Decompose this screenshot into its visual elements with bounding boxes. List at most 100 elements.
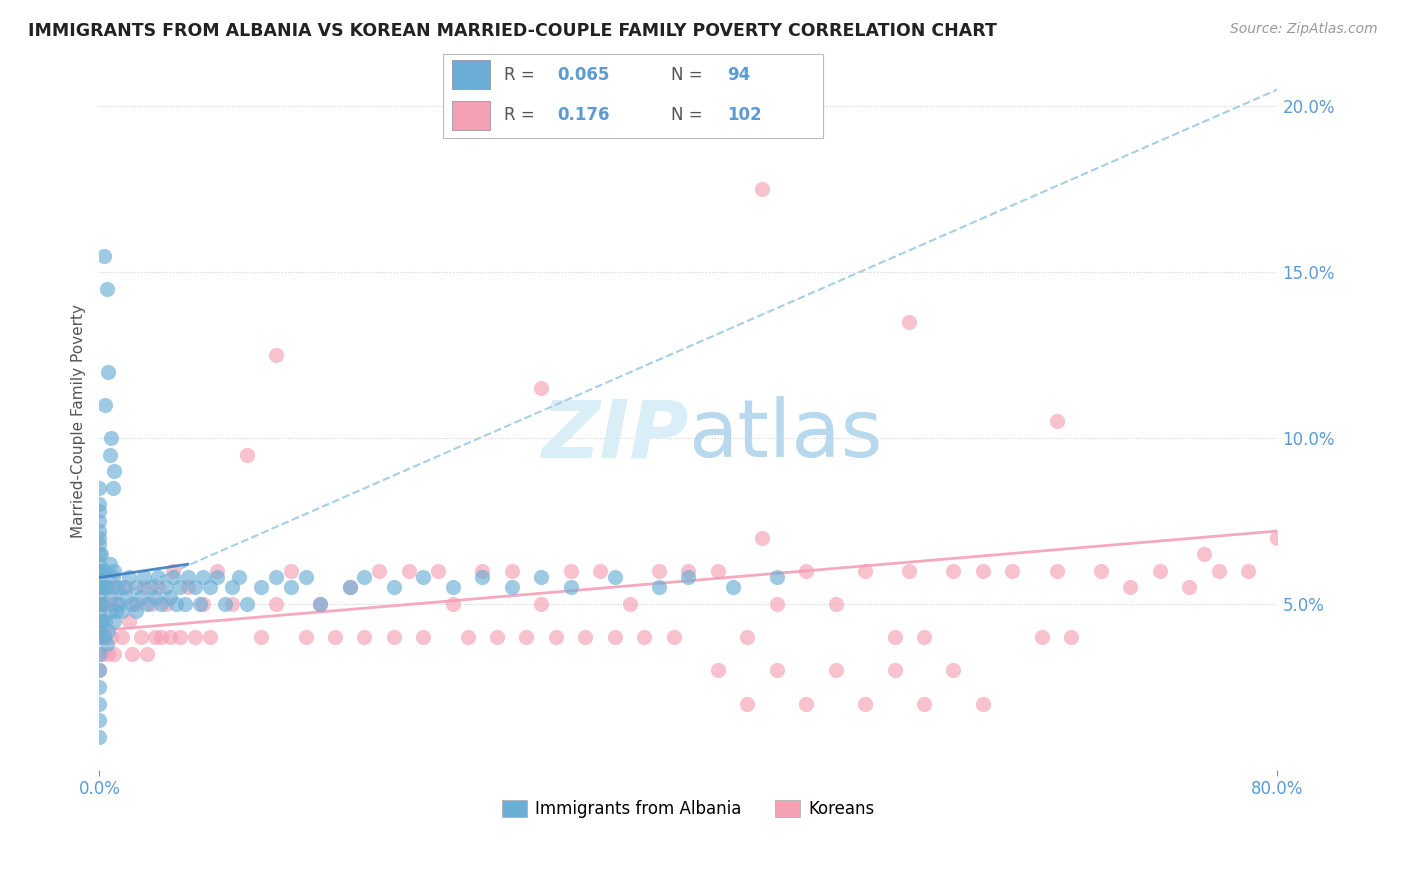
Point xyxy=(90,581,112,595)
Point xyxy=(89,597,111,611)
Point xyxy=(94,614,117,628)
Point xyxy=(188,597,211,611)
Point xyxy=(471,570,494,584)
Point xyxy=(132,570,155,584)
Point xyxy=(412,570,434,584)
Point xyxy=(89,524,111,538)
Point xyxy=(184,581,207,595)
Point xyxy=(751,531,773,545)
Point xyxy=(148,570,170,584)
Point xyxy=(103,614,125,628)
Point xyxy=(169,581,191,595)
Point xyxy=(198,581,221,595)
Point xyxy=(96,637,118,651)
Point xyxy=(89,558,111,572)
Point xyxy=(94,630,117,644)
Point xyxy=(485,630,508,644)
Point xyxy=(1045,564,1067,578)
Point xyxy=(94,398,117,412)
Point xyxy=(91,647,114,661)
Point xyxy=(89,697,111,711)
Point xyxy=(139,581,162,595)
Point xyxy=(707,664,730,678)
Point xyxy=(101,581,124,595)
Point xyxy=(184,630,207,644)
Point xyxy=(98,604,121,618)
Point xyxy=(105,581,128,595)
Point xyxy=(89,624,111,638)
Point xyxy=(89,481,111,495)
Point xyxy=(89,498,111,512)
Point xyxy=(589,564,612,578)
Point xyxy=(294,570,316,584)
Point xyxy=(100,431,122,445)
Point xyxy=(441,597,464,611)
Point xyxy=(93,597,115,611)
Point xyxy=(721,581,744,595)
Point xyxy=(145,591,167,605)
Point xyxy=(353,630,375,644)
Point xyxy=(603,570,626,584)
Point xyxy=(368,564,391,578)
Point xyxy=(104,604,127,618)
Point xyxy=(942,564,965,578)
Point xyxy=(105,597,128,611)
Point xyxy=(412,630,434,644)
Text: atlas: atlas xyxy=(689,396,883,475)
Point xyxy=(93,630,115,644)
Bar xyxy=(453,61,491,89)
Point xyxy=(100,630,122,644)
Point xyxy=(173,597,195,611)
Point xyxy=(101,481,124,495)
Point xyxy=(619,597,641,611)
Point xyxy=(309,597,332,611)
Point xyxy=(89,570,111,584)
Point xyxy=(91,597,114,611)
Point xyxy=(129,591,152,605)
Point xyxy=(90,564,112,578)
Point xyxy=(972,697,994,711)
Point xyxy=(207,570,229,584)
Point xyxy=(501,564,523,578)
Point xyxy=(633,630,655,644)
Point xyxy=(603,630,626,644)
Point xyxy=(339,581,361,595)
Point xyxy=(942,664,965,678)
Point xyxy=(135,647,157,661)
Point xyxy=(89,564,111,578)
Point xyxy=(191,570,214,584)
Point xyxy=(93,581,115,595)
Point xyxy=(207,564,229,578)
Point xyxy=(382,581,405,595)
Point xyxy=(678,564,700,578)
Point xyxy=(250,630,273,644)
Point xyxy=(214,597,236,611)
Point xyxy=(765,570,787,584)
Point xyxy=(471,564,494,578)
Point xyxy=(110,630,132,644)
Point xyxy=(100,591,122,605)
Point xyxy=(883,664,905,678)
Point xyxy=(515,630,537,644)
Point xyxy=(159,630,181,644)
Point xyxy=(165,597,187,611)
Point xyxy=(648,564,671,578)
Point xyxy=(89,680,111,694)
Point xyxy=(129,630,152,644)
Point xyxy=(898,315,921,329)
Point xyxy=(177,581,200,595)
Point xyxy=(1045,415,1067,429)
Point xyxy=(221,581,243,595)
Point xyxy=(264,570,287,584)
Point xyxy=(264,597,287,611)
Point xyxy=(912,630,935,644)
Text: Source: ZipAtlas.com: Source: ZipAtlas.com xyxy=(1230,22,1378,37)
Point xyxy=(1001,564,1024,578)
Point xyxy=(150,597,173,611)
Point xyxy=(96,581,118,595)
Point xyxy=(972,564,994,578)
Point xyxy=(221,597,243,611)
Text: 94: 94 xyxy=(728,66,751,84)
Point xyxy=(1178,581,1201,595)
Point xyxy=(1090,564,1112,578)
